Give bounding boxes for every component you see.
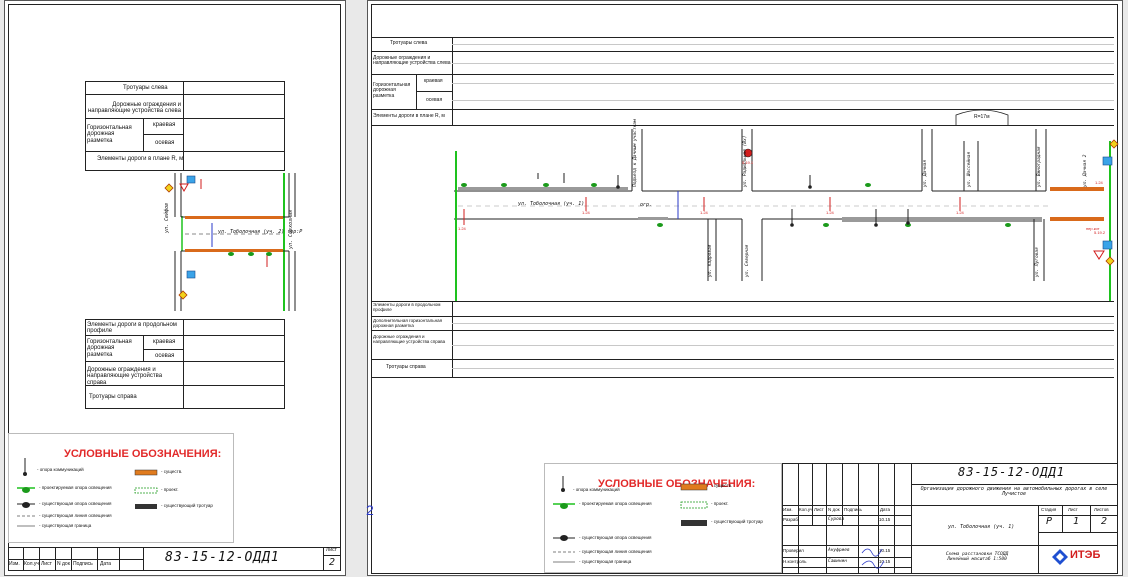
sheet-1-stamp-sheet-label: Лист	[326, 548, 337, 553]
sheet-2-stamp-date-developer: 10.15	[879, 518, 890, 523]
sheet-2-stamp-col-sheet: Лист	[814, 508, 824, 513]
sheet-2-margin-mark: 2	[366, 503, 374, 518]
sheet-2-cross-street-8: ул. Виноградная	[1038, 146, 1043, 187]
sheet-2-stamp-signatures	[860, 543, 890, 573]
sheet-2-legend-item-existing-light: - существующая опора освещения	[579, 536, 651, 541]
sheet-2-cross-street-3: ул. Северная	[746, 244, 751, 277]
sheet-2-stamp-sheets-label: Листов	[1094, 508, 1109, 513]
sheet-2-legend-item-project: - проект.	[711, 502, 729, 507]
sheet-2-sign-label-4: 1.24	[956, 211, 964, 215]
sheet-1-stamp-col-doc: N док	[57, 562, 70, 567]
sheet-2-stamp-title: Организация дорожного движения на автомо…	[914, 487, 1114, 498]
sheet-2-legend-item-pole: - опора коммуникаций	[573, 488, 620, 493]
sheet-2-cross-street-1: Подъезд к Дачным участкам	[634, 119, 639, 187]
sheet-1-side-label-left: ул. Сейфов	[165, 203, 170, 233]
sheet-2-stamp-name-checker: Ануфриев	[828, 549, 850, 554]
sheet-1-row-marking-bottom: Горизонтальная дорожная разметка	[87, 339, 141, 358]
sheet-1-stamp-col-qty: Кол.уч	[24, 562, 39, 567]
sheet-2-stamp-role-developer: Разраб.	[783, 518, 799, 523]
sheet-1-legend-item-light-line: - существующая линия освещения	[39, 514, 112, 519]
sheet-2-cross-street-4: ул. Дачная	[924, 160, 929, 187]
sheet-2-cross-street-6: ул. Кадровая	[709, 244, 714, 277]
sheet-2-cross-street-9: ул. Дачная 2	[1084, 154, 1089, 187]
sheet-2-street-label: ул. Тоболочная (уч. 1)	[518, 202, 584, 207]
sheet-2-stamp-sheet-label: Лист	[1068, 508, 1078, 513]
sheet-2-stamp-stage: Р	[1046, 517, 1052, 528]
sheet-2-logo-text: ИТЭБ	[1070, 550, 1100, 562]
sheet-2-stamp-code: 83-15-12-ОДД1	[958, 466, 1065, 479]
sheet-2-stamp-role-checker: Проверил	[783, 549, 804, 554]
sheet-2-cross-street-7: ул. Луговая	[1036, 247, 1041, 277]
sheet-2-stamp-col-change: Изм.	[783, 508, 793, 513]
sheet-2-cross-street-5: ул. Шоссейная	[968, 152, 973, 187]
sheet-2-logo: ИТЭБ	[1052, 547, 1106, 569]
sheet-2-sign-label-7: 1.24	[1095, 181, 1103, 185]
sheet-2-stamp-name-normcontrol: Сашинин	[828, 560, 847, 565]
sheet-1-row-sidewalk-right: Тротуары справа	[89, 394, 137, 400]
sheet-2-row-profile: Элементы дороги в продольном профиле	[373, 303, 451, 312]
sheet-2-stamp-sheets: 2	[1101, 517, 1107, 528]
sheet-2-stamp-col-date: Дата	[880, 508, 890, 513]
sheet-2-legend-item-sidewalk: - существующий тротуар	[711, 520, 763, 525]
sheet-1-stamp-col-sheet: Лист	[41, 562, 52, 567]
sheet-2-sign-label-5: 1.24	[458, 227, 466, 231]
sheet-2-legend: УСЛОВНЫЕ ОБОЗНАЧЕНИЯ: - опора коммуникац…	[544, 463, 782, 573]
sheet-1-stamp-code: 83-15-12-ОДД1	[165, 551, 280, 565]
sheet-2-sign-label-8: 5.19.2	[1094, 231, 1105, 235]
sheet-2-sign-label-1: 1.24	[582, 211, 590, 215]
sheet-1-stamp-sheet-no: 2	[329, 558, 335, 569]
sheet-1-row-marking-bottom-axis: осевая	[155, 353, 174, 359]
sheet-2-row-sidewalk-right: Тротуары справа	[386, 365, 426, 370]
drawing-sheet-1: Тротуары слева Дорожные ограждения и нап…	[4, 0, 346, 576]
sheet-1-legend-item-existing-light: - существующая опора освещения	[39, 502, 111, 507]
sheet-1-legend-item-project: - проект.	[161, 488, 179, 493]
itab-logo-icon	[1052, 549, 1068, 565]
sheet-2-stamp-scheme: Схема расстановки ТСОДД Линейный масштаб…	[942, 553, 1012, 562]
sheet-2-sign-label-2: 1.24	[700, 211, 708, 215]
sheet-1-row-marking-bottom-edge: краевая	[153, 339, 175, 345]
sheet-2-legend-item-existing: - существ.	[711, 484, 732, 489]
sheet-1-stamp-col-sign: Подпись	[73, 562, 93, 567]
sheet-2-row-extra-marking: Дополнительная горизонтальная дорожная р…	[373, 319, 451, 328]
sheet-1-legend-item-border: - существующая граница	[39, 524, 91, 529]
sheet-2-row-barrier-right: Дорожные ограждения и направляющие устро…	[373, 335, 451, 344]
sheet-2-sign-label-3: 1.24	[826, 211, 834, 215]
sheet-2-sign-label-9: пер.кот	[1086, 227, 1100, 231]
sheet-1-side-label-right: ул. Совхозная	[289, 210, 294, 249]
sheet-1-legend-item-pole: - опора коммуникаций	[37, 468, 84, 473]
sheet-2-stamp-name-developer: Сурова	[828, 518, 844, 523]
sheet-2-legend-item-border: - существующая граница	[579, 560, 631, 565]
sheet-2-stamp-stage-label: Стадия	[1041, 508, 1056, 513]
sheet-2-stamp-col-doc: N док	[828, 508, 840, 513]
sheet-2-stamp-role-normcontrol: Н.контроль	[783, 560, 806, 565]
sheet-2-mid-label: огр.	[640, 203, 652, 208]
sheet-2-stamp-col-sign: Подпись	[844, 508, 862, 513]
sheet-2-legend-item-light-line: - существующая линия освещения	[579, 550, 652, 555]
sheet-1-legend-item-new-light: - проектируемая опора освещения	[39, 486, 112, 491]
sheet-1-legend: УСЛОВНЫЕ ОБОЗНАЧЕНИЯ: - опора коммуникац…	[8, 433, 234, 543]
sheet-1-legend-item-existing: - существ.	[161, 470, 182, 475]
sheet-2-stamp-drawing: ул. Тоболочная (уч. 1)	[948, 525, 1014, 530]
sheet-2-stamp-sheet: 1	[1073, 517, 1079, 528]
sheet-2-stamp-col-qty: Кол.уч	[799, 508, 813, 513]
sheet-2-sign-label-6: 5.19.1	[742, 161, 753, 165]
sheet-1-row-profile: Элементы дороги в продольном профиле	[87, 322, 181, 335]
sheet-1-stamp-col-change: Изм.	[9, 562, 20, 567]
sheet-2-legend-item-new-light: - проектируемая опора освещения	[579, 502, 652, 507]
sheet-1-stamp-col-date: Дата	[100, 562, 111, 567]
sheet-1-row-barrier-right: Дорожные ограждения и направляющие устро…	[87, 367, 181, 386]
drawing-sheet-2: Тротуары слева Дорожные ограждения и нап…	[367, 0, 1123, 576]
sheet-1-legend-item-sidewalk: - существующий тротуар	[161, 504, 213, 509]
